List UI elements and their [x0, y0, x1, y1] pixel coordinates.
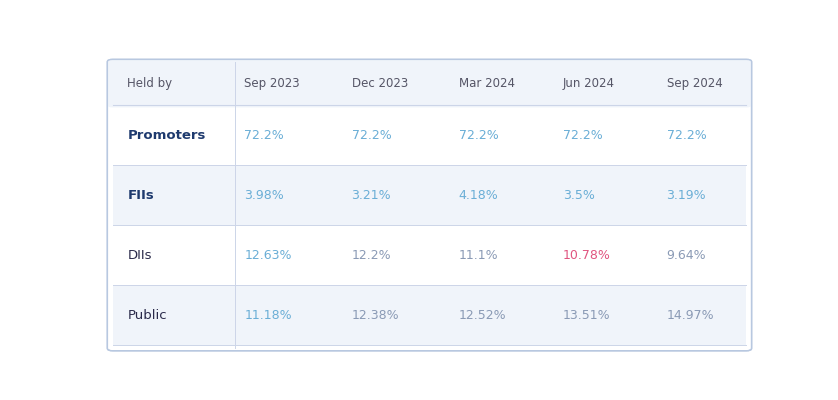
Text: 14.97%: 14.97%	[666, 309, 714, 322]
Text: 13.51%: 13.51%	[562, 309, 610, 322]
Text: 9.64%: 9.64%	[666, 249, 706, 262]
Text: FIIs: FIIs	[127, 188, 154, 202]
Text: Promoters: Promoters	[127, 128, 206, 142]
Text: 72.2%: 72.2%	[666, 128, 706, 142]
Text: 72.2%: 72.2%	[562, 128, 603, 142]
Text: 72.2%: 72.2%	[245, 128, 284, 142]
Text: 12.38%: 12.38%	[352, 309, 399, 322]
Text: 72.2%: 72.2%	[458, 128, 499, 142]
Text: 3.21%: 3.21%	[352, 188, 391, 202]
Text: Sep 2023: Sep 2023	[245, 77, 300, 90]
Text: DIIs: DIIs	[127, 249, 152, 262]
Text: Sep 2024: Sep 2024	[666, 77, 722, 90]
Text: 11.1%: 11.1%	[458, 249, 499, 262]
Text: 12.52%: 12.52%	[458, 309, 506, 322]
FancyBboxPatch shape	[107, 59, 752, 108]
Text: 3.19%: 3.19%	[666, 188, 706, 202]
Text: Held by: Held by	[127, 77, 173, 90]
Bar	[112, 285, 747, 345]
Text: 72.2%: 72.2%	[352, 128, 391, 142]
Bar	[112, 165, 747, 225]
Text: 3.5%: 3.5%	[562, 188, 594, 202]
Bar	[112, 84, 747, 105]
Text: 3.98%: 3.98%	[245, 188, 284, 202]
Text: Dec 2023: Dec 2023	[352, 77, 408, 90]
Text: Public: Public	[127, 309, 167, 322]
Text: 10.78%: 10.78%	[562, 249, 611, 262]
Text: 4.18%: 4.18%	[458, 188, 499, 202]
FancyBboxPatch shape	[107, 59, 752, 351]
Text: Mar 2024: Mar 2024	[458, 77, 515, 90]
Text: 11.18%: 11.18%	[245, 309, 292, 322]
Text: Jun 2024: Jun 2024	[562, 77, 614, 90]
Text: 12.2%: 12.2%	[352, 249, 391, 262]
Text: 12.63%: 12.63%	[245, 249, 292, 262]
